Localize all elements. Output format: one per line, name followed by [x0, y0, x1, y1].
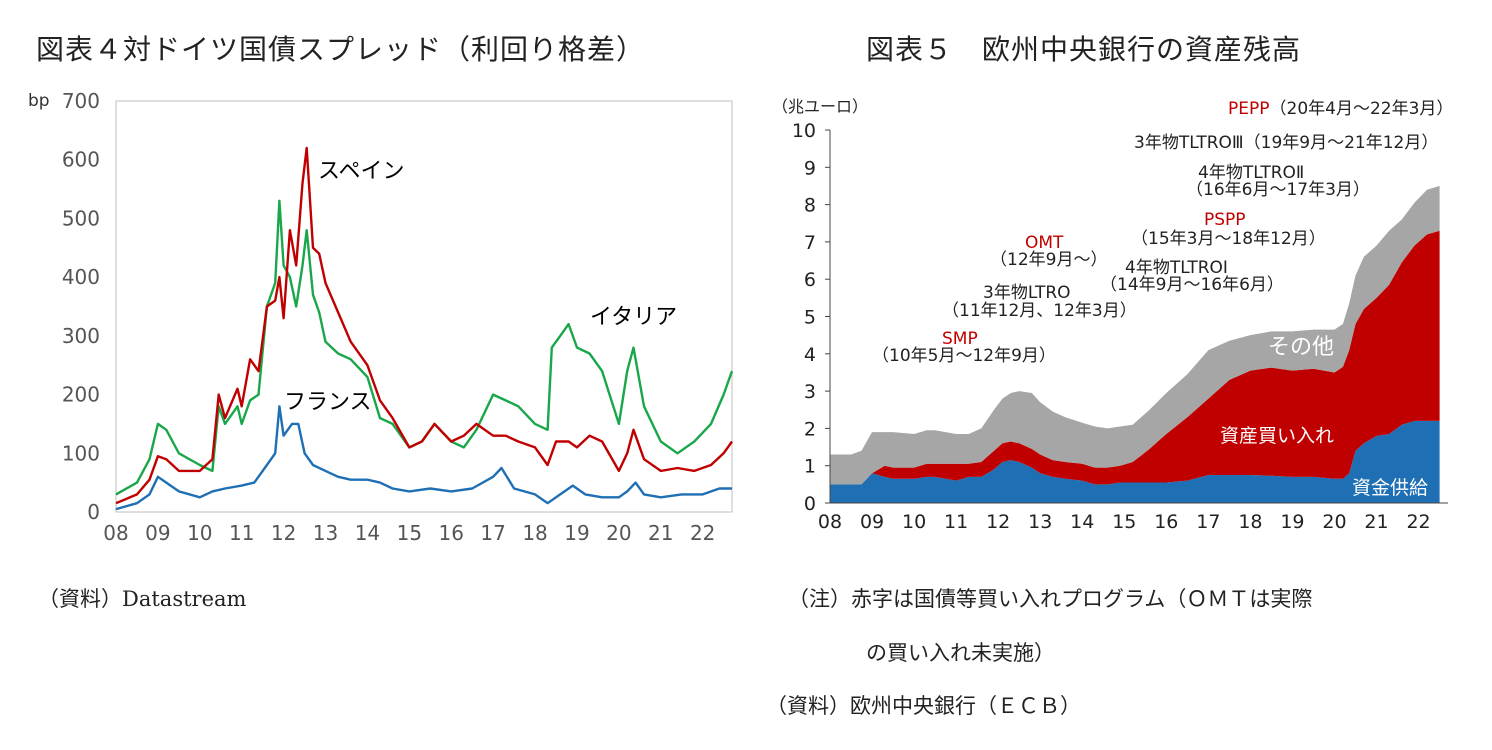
chart1-title: 図表４対ドイツ国債スプレッド（利回り格差）	[36, 33, 646, 66]
chart1-xtick-label: 13	[313, 521, 338, 545]
spread-chart: bp 0 100 200 300 400 500 600 700 08 09 10 11 12 13 14…	[28, 89, 734, 545]
area-label-other: その他	[1268, 335, 1334, 360]
series-line-spain	[115, 146, 733, 505]
pspp-period: （15年3月～18年12月）	[1131, 229, 1326, 249]
france-label: フランス	[284, 390, 372, 415]
tltro2-period: （16年6月～17年3月）	[1186, 180, 1370, 200]
chart2-xtick-label: 13	[1028, 511, 1052, 533]
chart2-ytick-label: 4	[804, 344, 816, 366]
chart2-xtick-label: 12	[986, 511, 1010, 533]
chart2-xtick-label: 21	[1364, 511, 1388, 533]
chart2-xtick-label: 09	[860, 511, 884, 533]
chart1-xtick-label: 10	[187, 521, 212, 545]
chart1-xtick-label: 17	[480, 521, 505, 545]
area-supply	[830, 420, 1440, 503]
chart1-ytick-label: 700	[62, 89, 100, 113]
chart2-ytick-label: 2	[804, 418, 816, 440]
area-label-supply: 資金供給	[1352, 477, 1428, 499]
chart1-xtick-label: 12	[271, 521, 296, 545]
tltro2-name: 4年物TLTROⅡ	[1198, 163, 1304, 183]
chart2-xtick-label: 15	[1112, 511, 1136, 533]
chart2-source: （資料）欧州中央銀行（ＥＣＢ）	[766, 694, 1081, 718]
chart2-ytick-label: 7	[804, 232, 816, 254]
area-purchase	[830, 230, 1440, 485]
chart2-xtick-label: 10	[902, 511, 926, 533]
area-label-purchase: 資産買い入れ	[1220, 425, 1334, 447]
chart1-ytick-label: 0	[87, 500, 100, 524]
chart1-xtick-label: 19	[564, 521, 589, 545]
chart1-ytick-label: 300	[62, 324, 100, 348]
chart1-unit-label: bp	[28, 91, 50, 111]
chart2-xtick-label: 16	[1154, 511, 1178, 533]
chart1-xtick-label: 11	[229, 521, 254, 545]
chart1-xtick-label: 14	[355, 521, 380, 545]
chart2-xtick-label: 20	[1322, 511, 1346, 533]
chart1-xtick-label: 08	[103, 521, 128, 545]
area-other	[830, 185, 1440, 485]
chart2-ytick-label: 10	[792, 120, 816, 142]
chart2-unit-label: （兆ユーロ）	[772, 97, 868, 116]
chart1-xtick-label: 16	[439, 521, 464, 545]
chart2-xtick-label: 08	[818, 511, 842, 533]
chart1-source: （資料）Datastream	[38, 587, 247, 611]
chart1-xtick-label: 21	[648, 521, 673, 545]
chart1-ytick-label: 600	[62, 148, 100, 172]
chart1-xtick-label: 18	[522, 521, 547, 545]
ltro-period: （11年12月、12年3月）	[942, 301, 1137, 321]
chart1-ytick-label: 100	[62, 441, 100, 465]
tltro1-name: 4年物TLTROⅠ	[1125, 258, 1228, 278]
chart2-ytick-label: 1	[804, 456, 816, 478]
chart1-plot-frame	[115, 100, 733, 513]
chart1-ytick-label: 400	[62, 265, 100, 289]
chart2-xtick-label: 11	[944, 511, 968, 533]
chart2-title: 図表５ 欧州中央銀行の資産残高	[866, 33, 1302, 66]
series-line-france	[115, 405, 732, 511]
italy-label: イタリア	[590, 305, 677, 330]
chart2-xtick-label: 22	[1406, 511, 1430, 533]
chart2-xtick-label: 18	[1238, 511, 1262, 533]
smp-name: SMP	[942, 329, 978, 349]
chart2-ytick-label: 5	[804, 307, 816, 329]
chart1-ytick-label: 500	[62, 206, 100, 230]
pepp-name: PEPP	[1228, 99, 1270, 119]
chart2-xtick-label: 19	[1280, 511, 1304, 533]
chart1-xtick-label: 22	[690, 521, 715, 545]
series-line-italy	[115, 199, 734, 496]
chart2-ytick-label: 0	[804, 493, 816, 515]
tltro3-annotation: 3年物TLTROⅢ（19年9月～21年12月）	[1134, 133, 1438, 153]
chart1-xtick-label: 09	[145, 521, 170, 545]
chart2-ytick-label: 3	[804, 381, 816, 403]
chart2-xtick-label: 14	[1070, 511, 1094, 533]
spain-label: スペイン	[318, 159, 404, 184]
pepp-period: （20年4月～22年3月）	[1270, 99, 1454, 119]
chart2-note-line2: の買い入れ未実施）	[866, 641, 1055, 665]
omt-period: （12年9月～）	[990, 250, 1107, 270]
pepp-annotation: PEPP（20年4月～22年3月）	[1228, 99, 1453, 119]
chart1-ytick-label: 200	[62, 383, 100, 407]
chart1-xtick-label: 15	[397, 521, 422, 545]
chart2-ytick-label: 9	[804, 157, 816, 179]
chart2-note-line1: （注）赤字は国債等買い入れプログラム（ＯＭＴは実際	[788, 587, 1313, 611]
chart2-ytick-label: 8	[804, 195, 816, 217]
chart1-xtick-label: 20	[606, 521, 631, 545]
smp-period: （10年5月～12年9月）	[872, 346, 1056, 366]
omt-name: OMT	[1025, 233, 1064, 253]
tltro1-period: （14年9月～16年6月）	[1100, 275, 1284, 295]
chart2-xtick-label: 17	[1196, 511, 1220, 533]
chart2-ytick-label: 6	[804, 269, 816, 291]
ltro-name: 3年物LTRO	[983, 283, 1071, 303]
pspp-name: PSPP	[1204, 210, 1246, 230]
